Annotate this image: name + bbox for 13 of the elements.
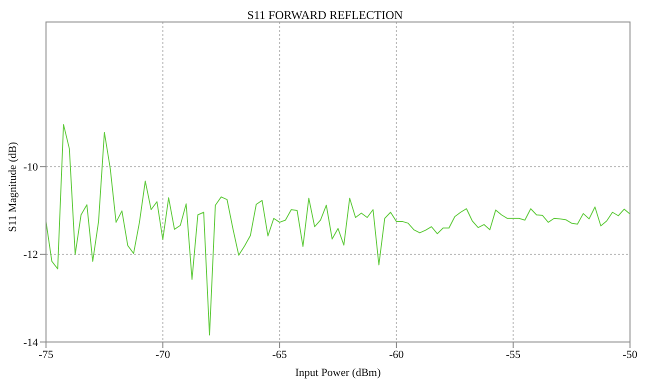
x-tick-label: -70	[155, 348, 171, 361]
x-tick-label: -75	[38, 348, 54, 361]
x-axis-title: Input Power (dBm)	[295, 367, 382, 379]
chart-title: S11 FORWARD REFLECTION	[246, 8, 404, 23]
y-tick-label: -14	[23, 336, 38, 349]
y-axis-title: S11 Magnitude (dB)	[6, 142, 19, 232]
line-series	[46, 124, 630, 336]
y-tick-label: -12	[23, 249, 38, 262]
x-tick-label: -55	[506, 348, 522, 361]
x-tick-label: -50	[622, 348, 638, 361]
x-tick-label: -60	[389, 348, 404, 361]
y-tick-label: -10	[23, 162, 38, 174]
x-tick-label: -65	[272, 348, 288, 361]
